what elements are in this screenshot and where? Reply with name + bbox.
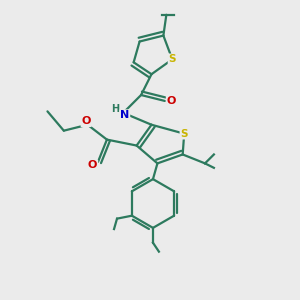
Text: H: H (111, 104, 119, 114)
Text: O: O (88, 160, 97, 170)
Text: N: N (120, 110, 129, 120)
Text: O: O (167, 96, 176, 106)
Text: S: S (169, 54, 176, 64)
Text: S: S (180, 129, 188, 139)
Text: O: O (81, 116, 91, 126)
